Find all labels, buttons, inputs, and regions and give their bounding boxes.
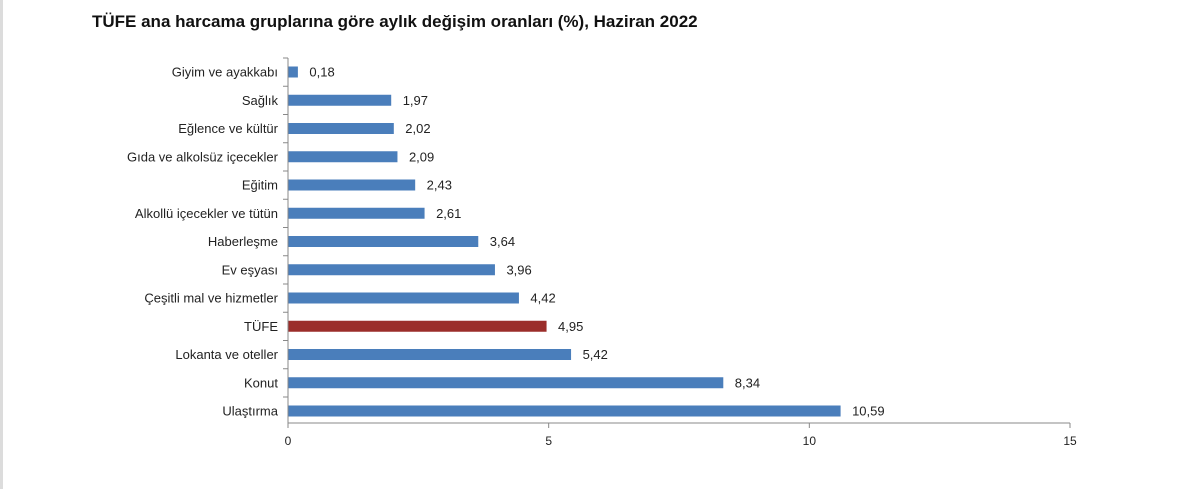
category-label-lokanta-ve-oteller: Lokanta ve oteller bbox=[175, 347, 278, 362]
bar-eglence-ve-kultur bbox=[288, 123, 394, 134]
value-label-alkollu-icecekler-ve-tutun: 2,61 bbox=[436, 206, 461, 221]
value-label-lokanta-ve-oteller: 5,42 bbox=[583, 347, 608, 362]
category-label-ulastirma: Ulaştırma bbox=[222, 404, 278, 419]
x-tick-label: 15 bbox=[1063, 434, 1077, 448]
category-label-saglik: Sağlık bbox=[242, 93, 279, 108]
value-label-eglence-ve-kultur: 2,02 bbox=[405, 121, 430, 136]
value-label-egitim: 2,43 bbox=[427, 178, 452, 193]
category-label-alkollu-icecekler-ve-tutun: Alkollü içecekler ve tütün bbox=[135, 206, 278, 221]
bar-giyim-ve-ayakkabi bbox=[288, 66, 298, 78]
bar-cesitli-mal-ve-hizmetler bbox=[288, 292, 519, 304]
value-label-ev-esyasi: 3,96 bbox=[506, 262, 531, 277]
x-tick-label: 0 bbox=[285, 434, 292, 448]
bar-lokanta-ve-oteller bbox=[288, 349, 572, 360]
category-label-eglence-ve-kultur: Eğlence ve kültür bbox=[178, 121, 278, 136]
value-label-tufe: 4,95 bbox=[558, 319, 583, 334]
value-label-gida-ve-alkolsuz-icecekler: 2,09 bbox=[409, 149, 434, 164]
category-label-konut: Konut bbox=[244, 375, 278, 390]
bar-tufe bbox=[288, 320, 547, 332]
bar-saglik bbox=[288, 94, 392, 106]
value-label-giyim-ve-ayakkabi: 0,18 bbox=[309, 65, 334, 80]
chart-title: TÜFE ana harcama gruplarına göre aylık d… bbox=[92, 12, 698, 31]
x-tick-label: 10 bbox=[803, 434, 817, 448]
value-label-saglik: 1,97 bbox=[403, 93, 428, 108]
category-label-ev-esyasi: Ev eşyası bbox=[222, 262, 278, 277]
bar-konut bbox=[288, 377, 724, 389]
category-label-cesitli-mal-ve-hizmetler: Çeşitli mal ve hizmetler bbox=[144, 291, 278, 306]
bar-ev-esyasi bbox=[288, 264, 495, 276]
bar-haberlesme bbox=[288, 236, 479, 247]
value-label-cesitli-mal-ve-hizmetler: 4,42 bbox=[530, 291, 555, 306]
value-label-konut: 8,34 bbox=[735, 375, 760, 390]
category-label-egitim: Eğitim bbox=[242, 178, 278, 193]
category-label-gida-ve-alkolsuz-icecekler: Gıda ve alkolsüz içecekler bbox=[127, 149, 279, 164]
category-label-giyim-ve-ayakkabi: Giyim ve ayakkabı bbox=[172, 65, 278, 80]
category-label-haberlesme: Haberleşme bbox=[208, 234, 278, 249]
value-label-haberlesme: 3,64 bbox=[490, 234, 515, 249]
x-tick-label: 5 bbox=[545, 434, 552, 448]
bar-alkollu-icecekler-ve-tutun bbox=[288, 207, 425, 219]
bar-ulastirma bbox=[288, 405, 841, 417]
value-label-ulastirma: 10,59 bbox=[852, 404, 885, 419]
bar-gida-ve-alkolsuz-icecekler bbox=[288, 151, 398, 163]
category-label-tufe: TÜFE bbox=[244, 319, 278, 334]
bar-egitim bbox=[288, 179, 416, 191]
left-edge-divider bbox=[0, 0, 3, 489]
